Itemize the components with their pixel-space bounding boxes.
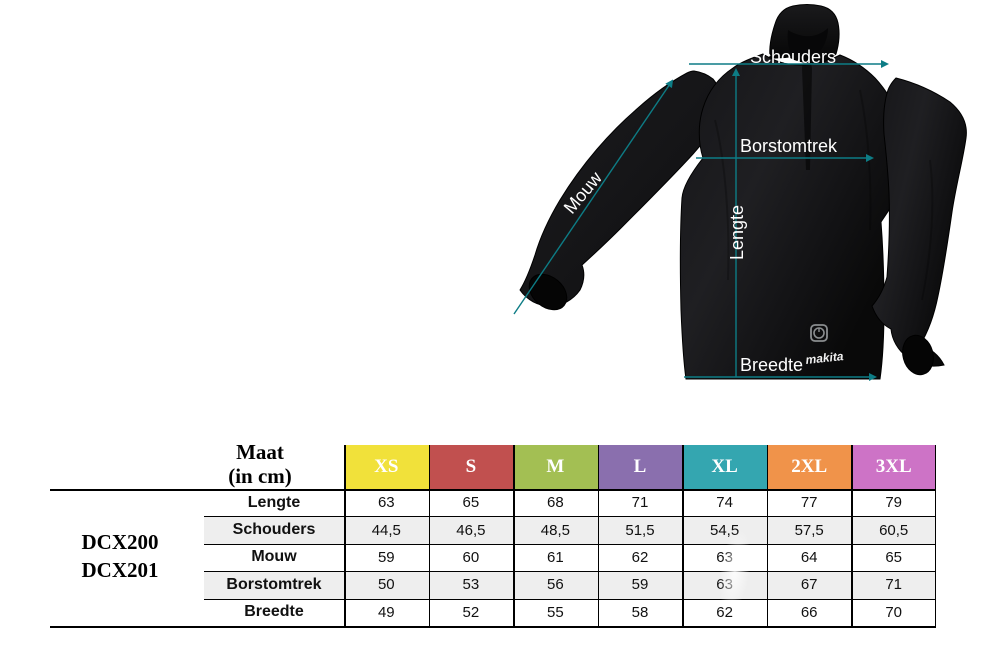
svg-text:Schouders: Schouders bbox=[750, 47, 836, 67]
svg-text:Borstomtrek: Borstomtrek bbox=[740, 136, 838, 156]
svg-text:Breedte: Breedte bbox=[740, 355, 803, 375]
svg-text:Lengte: Lengte bbox=[727, 205, 747, 260]
svg-text:Mouw: Mouw bbox=[560, 167, 607, 217]
